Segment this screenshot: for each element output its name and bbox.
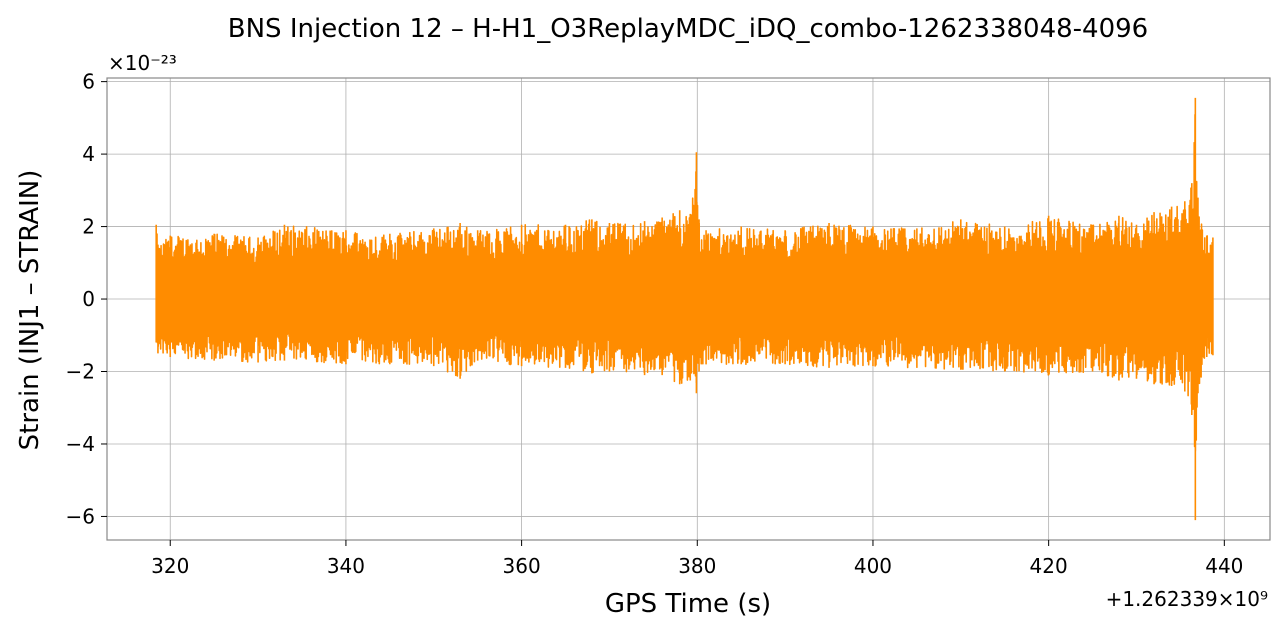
- x-tick-label: 320: [151, 554, 189, 578]
- tick-layer: 320 340 360 380 400 420 440 −6 −4 −2 0 2 4 6: [66, 70, 1244, 578]
- x-tick-label: 380: [678, 554, 716, 578]
- y-tick-label: 2: [82, 215, 95, 239]
- y-tick-label: 0: [82, 287, 95, 311]
- series-layer: [155, 97, 1214, 521]
- plot-frame: [106, 77, 1271, 541]
- y-tick-label: 4: [82, 142, 95, 166]
- y-tick-label: −6: [66, 504, 95, 528]
- chart-title: BNS Injection 12 – H-H1_O3ReplayMDC_iDQ_…: [228, 14, 1148, 44]
- x-axis-label: GPS Time (s): [605, 589, 771, 619]
- y-axis-label: Strain (INJ1 – STRAIN): [15, 170, 45, 451]
- y-tick-label: 6: [82, 70, 95, 94]
- y-scale-label: ×10⁻²³: [108, 51, 177, 75]
- x-tick-label: 360: [503, 554, 541, 578]
- strain-series-line: [155, 97, 1214, 521]
- y-tick-label: −4: [66, 432, 95, 456]
- x-tick-label: 400: [854, 554, 892, 578]
- x-tick-label: 340: [327, 554, 365, 578]
- x-tick-label: 420: [1030, 554, 1068, 578]
- x-tick-label: 440: [1205, 554, 1243, 578]
- y-tick-label: −2: [66, 360, 95, 384]
- x-offset-label: +1.262339×10⁹: [1106, 587, 1268, 611]
